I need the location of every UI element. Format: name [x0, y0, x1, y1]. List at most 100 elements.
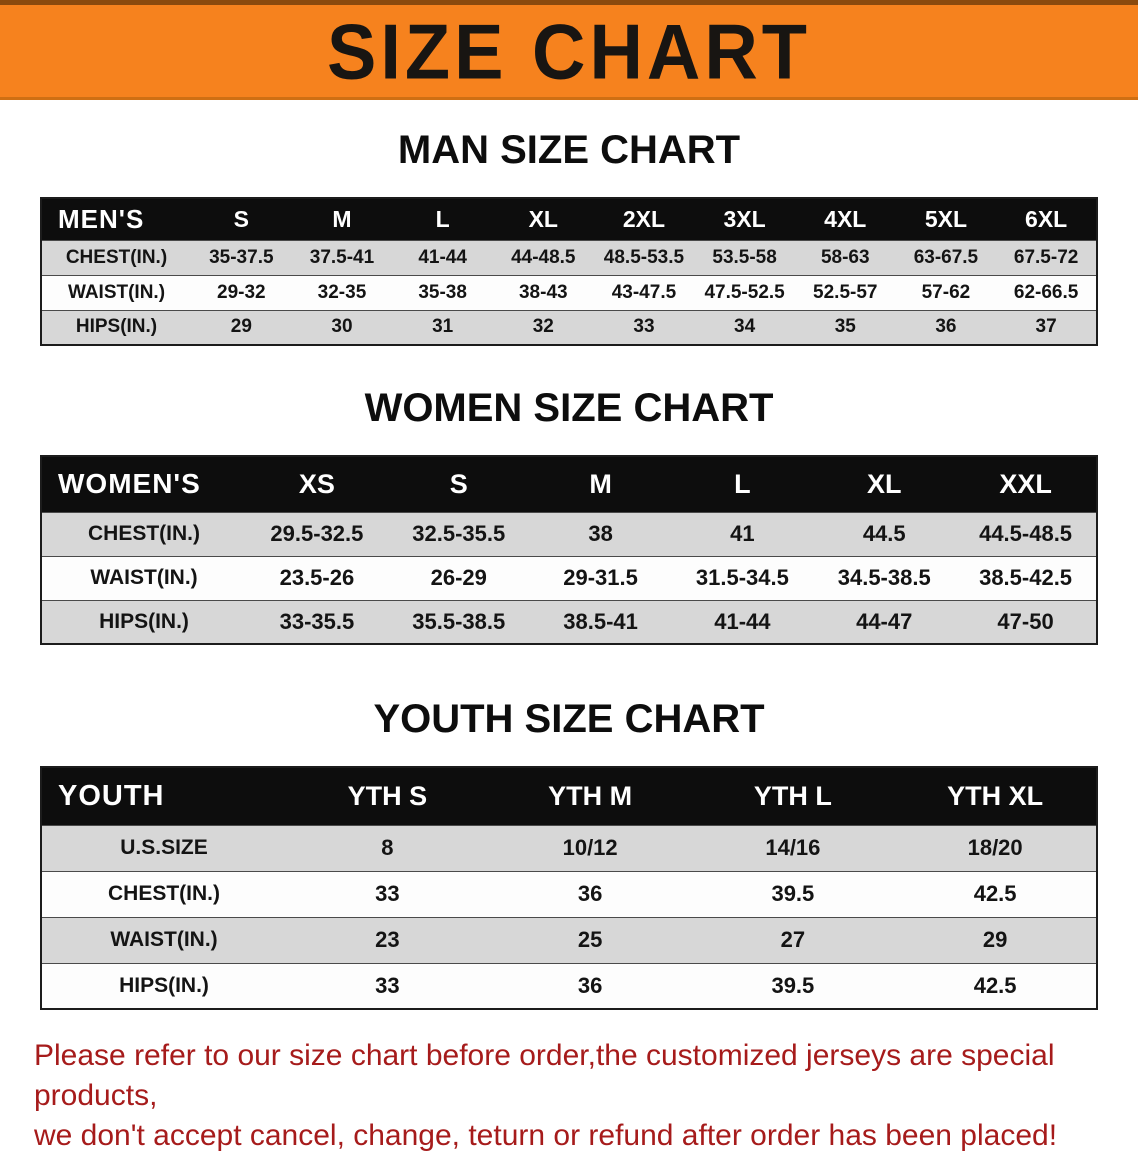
measurement-row-label: WAIST(IN.): [41, 274, 191, 310]
size-value-cell: 33: [593, 309, 695, 345]
table-row: WAIST(IN.) 29-32 32-35 35-38 38-43 43-47.5 47.…: [41, 274, 1097, 310]
size-value-cell: 23: [286, 916, 489, 963]
size-value-cell: 53.5-58: [694, 239, 795, 275]
size-column-header: YTH M: [488, 767, 692, 825]
youth-size-table: YOUTH YTH S YTH M YTH L YTH XL U.S.SIZE 8 10/12…: [40, 766, 1098, 1010]
size-value-cell: 43-47.5: [593, 274, 695, 310]
size-value-cell: 42.5: [894, 870, 1097, 917]
measurement-row-label: HIPS(IN.): [41, 309, 191, 345]
size-value-cell: 29.5-32.5: [246, 511, 388, 556]
size-column-header: XS: [246, 456, 388, 512]
size-value-cell: 48.5-53.5: [593, 239, 695, 275]
size-column-header: S: [387, 456, 530, 512]
size-value-cell: 29-32: [191, 274, 292, 310]
size-value-cell: 34: [694, 309, 795, 345]
size-column-header: 4XL: [794, 198, 896, 240]
size-column-header: M: [291, 198, 393, 240]
size-column-header: YTH L: [691, 767, 895, 825]
size-value-cell: 25: [488, 916, 692, 963]
disclaimer: Please refer to our size chart before or…: [0, 1010, 1138, 1156]
measurement-row-label: HIPS(IN.): [41, 962, 286, 1009]
table-row: WAIST(IN.) 23 25 27 29: [41, 916, 1097, 963]
size-column-header: XXL: [955, 456, 1097, 512]
size-value-cell: 27: [691, 916, 895, 963]
size-value-cell: 47-50: [955, 599, 1097, 644]
table-header-row: WOMEN'S XS S M L XL XXL: [41, 456, 1097, 512]
size-value-cell: 35.5-38.5: [387, 599, 530, 644]
size-value-cell: 36: [488, 962, 692, 1009]
size-value-cell: 41-44: [392, 239, 493, 275]
size-column-header: 5XL: [895, 198, 997, 240]
size-value-cell: 32: [492, 309, 594, 345]
section-women: WOMEN SIZE CHART WOMEN'S XS S M L XL XXL CHEST(…: [0, 346, 1138, 645]
size-value-cell: 57-62: [895, 274, 997, 310]
table-row: U.S.SIZE 8 10/12 14/16 18/20: [41, 824, 1097, 871]
size-value-cell: 38-43: [492, 274, 594, 310]
size-value-cell: 39.5: [691, 962, 895, 1009]
youth-section-heading: YOUTH SIZE CHART: [373, 697, 765, 741]
measurement-row-label: HIPS(IN.): [41, 599, 246, 644]
size-value-cell: 31.5-34.5: [671, 555, 814, 600]
measurement-row-label: CHEST(IN.): [41, 239, 191, 275]
size-value-cell: 32-35: [291, 274, 393, 310]
size-value-cell: 38.5-42.5: [955, 555, 1097, 600]
size-value-cell: 29-31.5: [529, 555, 672, 600]
size-value-cell: 41: [671, 511, 814, 556]
size-value-cell: 33: [286, 962, 489, 1009]
size-value-cell: 30: [291, 309, 393, 345]
measurement-row-label: CHEST(IN.): [41, 511, 246, 556]
section-youth: YOUTH SIZE CHART YOUTH YTH S YTH M YTH L YTH…: [0, 645, 1138, 1010]
size-value-cell: 36: [488, 870, 692, 917]
size-value-cell: 38.5-41: [529, 599, 672, 644]
size-column-header: L: [671, 456, 814, 512]
size-column-header: M: [529, 456, 672, 512]
size-value-cell: 37: [996, 309, 1097, 345]
size-value-cell: 67.5-72: [996, 239, 1097, 275]
size-value-cell: 44-47: [813, 599, 956, 644]
table-row: HIPS(IN.) 29 30 31 32 33 34 35 36 37: [41, 309, 1097, 345]
size-value-cell: 63-67.5: [895, 239, 997, 275]
size-column-header: XL: [492, 198, 594, 240]
size-value-cell: 38: [529, 511, 672, 556]
size-value-cell: 36: [895, 309, 997, 345]
size-value-cell: 44.5-48.5: [955, 511, 1097, 556]
table-group-label: MEN'S: [41, 198, 191, 240]
table-row: CHEST(IN.) 33 36 39.5 42.5: [41, 870, 1097, 917]
section-men: MAN SIZE CHART MEN'S S M L XL 2XL 3XL 4XL 5XL 6XL…: [0, 100, 1138, 346]
size-column-header: 3XL: [694, 198, 795, 240]
size-value-cell: 10/12: [488, 824, 692, 871]
men-section-heading: MAN SIZE CHART: [397, 128, 741, 172]
banner: SIZE CHART: [0, 0, 1138, 100]
table-group-label: WOMEN'S: [41, 456, 246, 512]
table-row: CHEST(IN.) 29.5-32.5 32.5-35.5 38 41 44.5 44.5…: [41, 511, 1097, 556]
size-value-cell: 33: [286, 870, 489, 917]
size-column-header: L: [392, 198, 493, 240]
measurement-row-label: WAIST(IN.): [41, 555, 246, 600]
page-title: SIZE CHART: [327, 7, 811, 95]
size-column-header: XL: [813, 456, 956, 512]
table-row: CHEST(IN.) 35-37.5 37.5-41 41-44 44-48.5 48.5…: [41, 239, 1097, 275]
size-value-cell: 44.5: [813, 511, 956, 556]
size-value-cell: 42.5: [894, 962, 1097, 1009]
size-value-cell: 34.5-38.5: [813, 555, 956, 600]
size-value-cell: 41-44: [671, 599, 814, 644]
disclaimer-line-1: Please refer to our size chart before or…: [34, 1039, 1055, 1112]
size-column-header: YTH S: [286, 767, 489, 825]
size-column-header: S: [191, 198, 292, 240]
size-column-header: YTH XL: [894, 767, 1097, 825]
size-value-cell: 37.5-41: [291, 239, 393, 275]
size-value-cell: 33-35.5: [246, 599, 388, 644]
size-value-cell: 26-29: [387, 555, 530, 600]
size-value-cell: 35-37.5: [191, 239, 292, 275]
table-row: WAIST(IN.) 23.5-26 26-29 29-31.5 31.5-34.5 34…: [41, 555, 1097, 600]
size-value-cell: 8: [286, 824, 489, 871]
size-value-cell: 35-38: [392, 274, 493, 310]
size-column-header: 6XL: [996, 198, 1097, 240]
measurement-row-label: CHEST(IN.): [41, 870, 286, 917]
size-value-cell: 62-66.5: [996, 274, 1097, 310]
table-row: HIPS(IN.) 33 36 39.5 42.5: [41, 962, 1097, 1009]
size-value-cell: 31: [392, 309, 493, 345]
size-value-cell: 18/20: [894, 824, 1097, 871]
women-size-table: WOMEN'S XS S M L XL XXL CHEST(IN.) 29.5-32.5 32.5…: [40, 455, 1098, 645]
